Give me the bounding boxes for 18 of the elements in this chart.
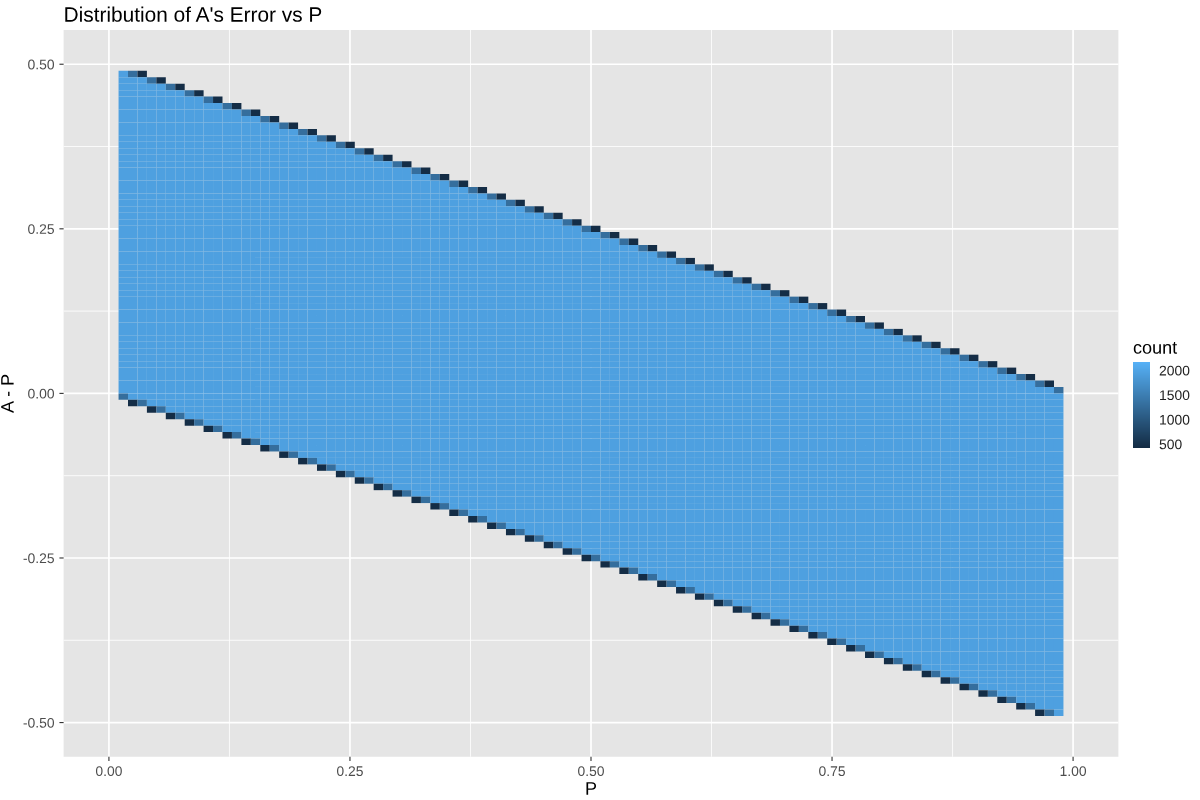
- y-tick-label: 0.25: [28, 224, 54, 234]
- color-bar-label: 1000: [1160, 414, 1190, 425]
- x-tick-label: 0.00: [95, 766, 122, 777]
- y-tick-label: 0.50: [28, 59, 55, 70]
- x-axis-title: P: [586, 782, 597, 795]
- chart-title: Distribution of A's Error vs P: [65, 6, 322, 22]
- color-bar-label: 500: [1159, 439, 1182, 450]
- x-tick-label: 0.50: [578, 766, 604, 777]
- x-tick-label: 1.00: [1060, 766, 1087, 777]
- x-tick-label: 0.25: [336, 766, 363, 777]
- y-tick-label: -0.25: [23, 553, 54, 564]
- color-bar-label: 1500: [1160, 390, 1190, 401]
- y-axis-title: A - P: [1, 374, 14, 413]
- color-bar-title: count: [1133, 341, 1178, 354]
- y-tick-label: 0.00: [28, 388, 55, 399]
- y-tick-label: -0.50: [23, 717, 55, 728]
- color-bar-label: 2000: [1159, 365, 1190, 376]
- x-tick-label: 0.75: [819, 766, 845, 777]
